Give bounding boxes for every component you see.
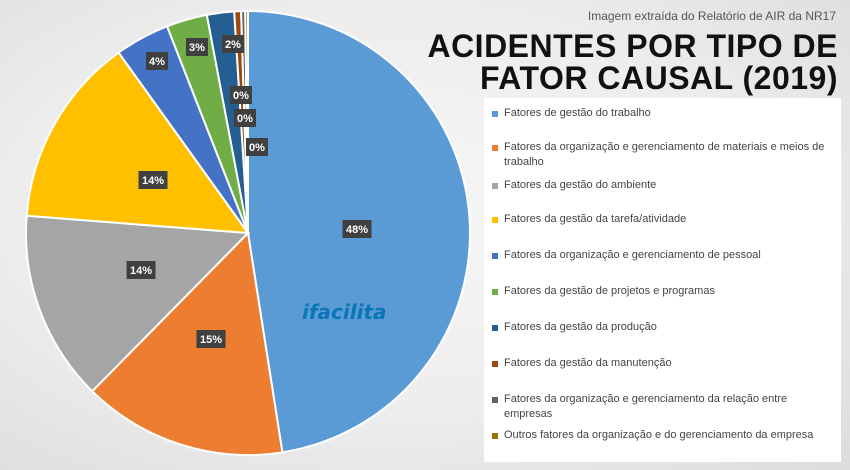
legend-item-1: Fatores de gestão do trabalho [492, 106, 828, 121]
legend-label: Fatores da gestão de projetos e programa… [504, 285, 715, 297]
data-label-2: 15% [196, 330, 226, 348]
legend-item-4: Fatores da gestão da tarefa/atividade [492, 212, 828, 227]
legend-swatch [492, 183, 498, 189]
data-label-box [222, 35, 244, 53]
data-label-box [230, 86, 252, 104]
data-label-text: 3% [189, 42, 205, 54]
pie-slice-2 [90, 230, 284, 456]
data-label-text: 0% [249, 142, 265, 154]
data-label-box [146, 52, 168, 70]
legend-item-10: Outros fatores da organização e do geren… [492, 428, 828, 443]
legend-item-5: Fatores da organização e gerenciamento d… [492, 248, 828, 263]
chart-title: ACIDENTES POR TIPO DE FATOR CAUSAL (2019… [418, 30, 838, 94]
data-label-box [196, 330, 226, 348]
legend-label: Fatores da gestão do ambiente [504, 179, 657, 191]
data-label-6: 3% [186, 38, 208, 56]
legend-item-3: Fatores da gestão do ambiente [492, 178, 828, 193]
legend-item-7: Fatores da gestão da produção [492, 320, 828, 335]
legend-item-6: Fatores da gestão de projetos e programa… [492, 284, 828, 299]
source-note: Imagem extraída do Relatório de AIR da N… [587, 9, 836, 23]
legend-swatch [492, 253, 498, 259]
pie-slice-3 [25, 214, 251, 393]
legend-swatch [492, 397, 498, 403]
legend-label: Fatores da organização e gerenciamento d… [504, 393, 788, 420]
legend-item-2: Fatores da organização e gerenciamento d… [492, 140, 828, 170]
legend-swatch [492, 111, 498, 117]
data-label-box [126, 261, 156, 279]
data-label-box [186, 38, 208, 56]
legend-swatch [492, 145, 498, 151]
data-label-text: 14% [130, 265, 152, 277]
legend-label: Outros fatores da organização e do geren… [504, 429, 814, 441]
data-label-box [342, 220, 372, 238]
pie-slice-4 [25, 51, 251, 235]
legend-label: Fatores da gestão da tarefa/atividade [504, 213, 687, 225]
data-label-4: 14% [138, 171, 168, 189]
legend-item-8: Fatores da gestão da manutenção [492, 356, 828, 371]
legend-item-9: Fatores da organização e gerenciamento d… [492, 392, 828, 422]
data-label-text: 0% [237, 113, 253, 125]
legend-label: Fatores de gestão do trabalho [504, 107, 651, 119]
data-label-7: 2% [222, 35, 244, 53]
legend-swatch [492, 433, 498, 439]
data-label-8: 0% [230, 86, 252, 104]
legend-label: Fatores da gestão da manutenção [504, 357, 672, 369]
data-label-text: 14% [142, 175, 164, 187]
data-label-box [138, 171, 168, 189]
data-label-1: 48% [342, 220, 372, 238]
legend-label: Fatores da organização e gerenciamento d… [504, 141, 825, 168]
data-label-9: 0% [234, 109, 256, 127]
ifacilita-logo: ifacilita [302, 300, 387, 324]
data-label-text: 2% [225, 39, 241, 51]
data-label-3: 14% [126, 261, 156, 279]
legend-swatch [492, 361, 498, 367]
chart-legend: Fatores de gestão do trabalho Fatores da … [484, 98, 841, 462]
data-label-text: 15% [200, 334, 222, 346]
legend-swatch [492, 325, 498, 331]
legend-swatch [492, 217, 498, 223]
legend-swatch [492, 289, 498, 295]
legend-label: Fatores da organização e gerenciamento d… [504, 249, 761, 261]
data-label-text: 48% [346, 224, 368, 236]
data-label-box [246, 138, 268, 156]
data-label-text: 4% [149, 56, 165, 68]
chart-title-line-2: FATOR CAUSAL (2019) [479, 60, 838, 96]
legend-label: Fatores da gestão da produção [504, 321, 657, 333]
chart-title-line-1: ACIDENTES POR TIPO DE [427, 28, 838, 64]
pie-chart: 48% 15% 14% 14% 4% 3% 2% 0% 0% 0% [25, 9, 471, 456]
data-label-box [234, 109, 256, 127]
data-label-5: 4% [146, 52, 168, 70]
data-label-10: 0% [246, 138, 268, 156]
data-label-text: 0% [233, 90, 249, 102]
